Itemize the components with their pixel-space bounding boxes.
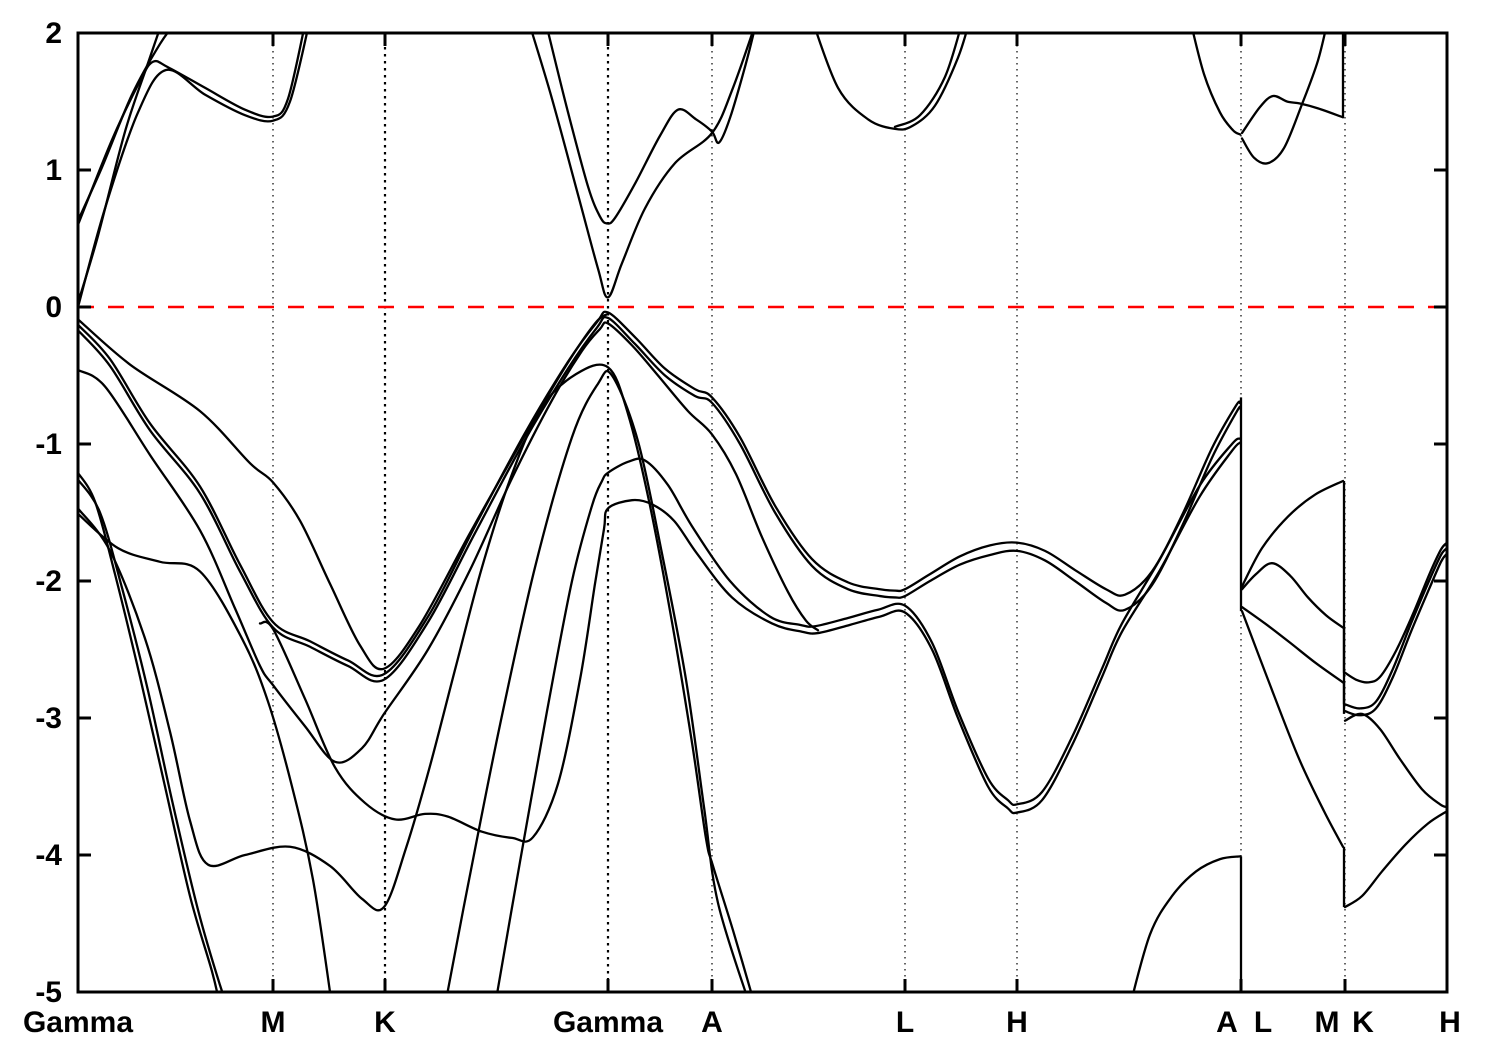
band-lm-band-4 (1240, 609, 1345, 848)
band-val-pair-a (77, 310, 1242, 678)
y-axis-tick-labels: 2 1 0 -1 -2 -3 -4 -5 (35, 17, 62, 1009)
k-point-label: M (261, 1006, 286, 1039)
y-axis-label: -3 (35, 702, 62, 735)
k-point-label: H (1006, 1006, 1028, 1039)
band-lm-band-1 (1240, 479, 1345, 588)
band-val-q (77, 321, 820, 764)
y-axis-label: -2 (35, 565, 62, 598)
band-cond-L-dip-a (815, 32, 968, 131)
band-lm-band-2 (1240, 562, 1345, 629)
band-kh-band-3 (1343, 552, 1448, 717)
y-axis-label: -5 (35, 976, 62, 1009)
band-val-deep-s2 (77, 512, 332, 993)
y-axis-label: -4 (35, 839, 62, 872)
energy-bands (77, 32, 1448, 993)
y-axis-label: 2 (45, 17, 62, 50)
band-cond-gamma-M-upper (77, 32, 305, 226)
k-point-label: L (896, 1006, 914, 1039)
band-val-top (77, 312, 610, 671)
band-cond-LM-lower (1240, 32, 1327, 165)
band-lm-band-3 (1240, 605, 1345, 684)
band-val-deep-s1 (77, 363, 753, 993)
band-val-steep-pair-1 (77, 471, 219, 993)
plot-border (76, 31, 1449, 994)
y-axis-label: -1 (35, 428, 62, 461)
band-kh-band-1 (1343, 541, 1448, 684)
plot-frame (76, 31, 1449, 994)
band-kh-band-5 (1343, 810, 1448, 909)
band-val-pair-b (77, 315, 1242, 683)
k-point-label: A (1216, 1006, 1238, 1039)
k-point-label: K (374, 1006, 396, 1039)
k-point-label: Gamma (553, 1006, 663, 1039)
band-cond-L-dip-b (893, 32, 961, 128)
band-val-deep-s1-partner (446, 370, 748, 993)
band-arc-HA-bottom (1132, 855, 1242, 993)
k-point-label: H (1439, 1006, 1461, 1039)
y-axis-label: 1 (45, 154, 62, 187)
k-point-label: Gamma (23, 1006, 133, 1039)
band-cond-gamma2-V (530, 32, 754, 299)
k-point-label: K (1352, 1006, 1374, 1039)
k-point-label: M (1315, 1006, 1340, 1039)
band-kh-band-4 (1343, 712, 1448, 809)
band-cond-HA-desc (1191, 32, 1242, 136)
band-cond-LM-upper (1240, 94, 1345, 135)
k-point-label: A (701, 1006, 723, 1039)
k-point-gridlines (272, 33, 1346, 992)
x-axis-k-point-labels: Gamma M K Gamma A L H A L M K H (23, 1006, 1461, 1039)
band-kh-band-2 (1343, 546, 1448, 710)
y-axis-label: 0 (45, 291, 62, 324)
k-point-label: L (1254, 1006, 1272, 1039)
band-val-steep-pair-2 (77, 478, 224, 993)
band-val-r (258, 441, 1242, 843)
band-val-w1 (496, 437, 1242, 993)
band-cond-gamma-M-lower (77, 32, 309, 309)
band-cond-gamma2-inner (546, 32, 756, 225)
axis-ticks (78, 31, 1447, 994)
